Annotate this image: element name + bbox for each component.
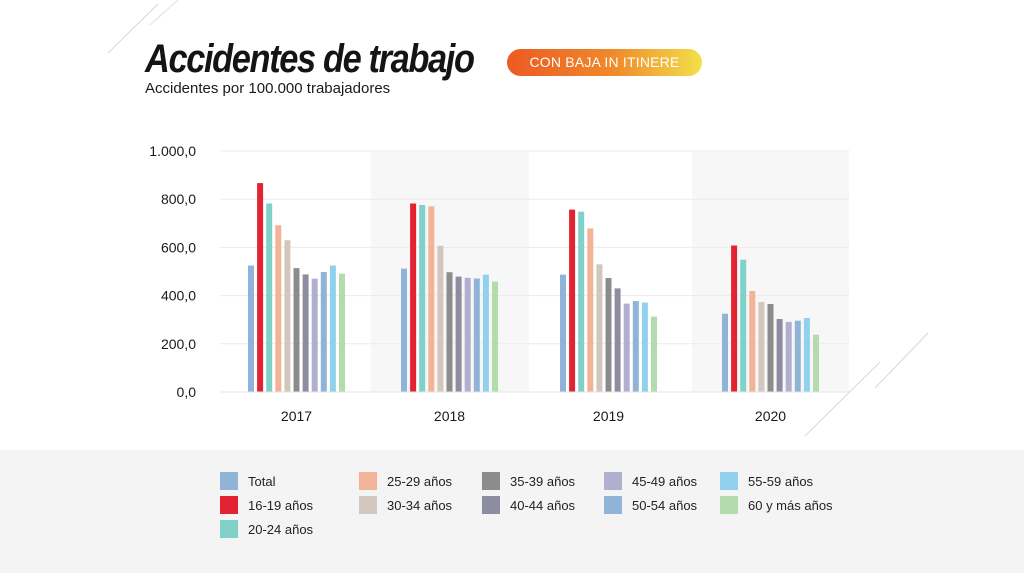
legend-label: Total <box>248 473 276 489</box>
bar <box>401 268 407 392</box>
legend-item: 30-34 años <box>359 496 452 514</box>
bar <box>569 209 576 392</box>
y-tick-label: 0,0 <box>177 384 197 400</box>
legend-swatch <box>220 472 238 490</box>
bar <box>275 225 282 392</box>
bar <box>740 259 747 392</box>
legend-label: 20-24 años <box>248 521 314 537</box>
x-tick-label: 2017 <box>281 408 312 424</box>
bar <box>794 320 801 392</box>
bar <box>320 272 327 392</box>
bar <box>803 318 810 392</box>
bar <box>623 303 630 392</box>
bar <box>731 245 738 392</box>
status-badge: CON BAJA IN ITINERE <box>507 49 702 76</box>
legend-label: 25-29 años <box>387 473 453 489</box>
bar <box>767 304 774 392</box>
legend-label: 60 y más años <box>748 497 833 513</box>
bar <box>419 205 426 392</box>
legend-item: Total <box>220 472 275 490</box>
bar <box>293 268 300 392</box>
y-tick-label: 200,0 <box>161 336 196 352</box>
legend-swatch <box>720 496 738 514</box>
bar <box>632 301 639 392</box>
bar <box>446 272 453 392</box>
legend-swatch <box>482 472 500 490</box>
bar <box>587 228 594 392</box>
legend-item: 25-29 años <box>359 472 452 490</box>
bar <box>437 245 444 392</box>
bar <box>605 278 612 392</box>
bar <box>813 334 819 392</box>
bar <box>722 313 728 392</box>
x-tick-label: 2020 <box>755 408 786 424</box>
page-subtitle: Accidentes por 100.000 trabajadores <box>145 80 391 97</box>
bar <box>284 240 291 392</box>
bar <box>257 183 264 392</box>
bar <box>651 316 657 392</box>
legend-swatch <box>604 496 622 514</box>
legend-item: 40-44 años <box>482 496 575 514</box>
y-tick-label: 600,0 <box>161 239 196 255</box>
bar <box>776 319 783 392</box>
legend-item: 55-59 años <box>720 472 813 490</box>
legend-item: 60 y más años <box>720 496 833 514</box>
y-tick-label: 1.000,0 <box>149 143 196 159</box>
bar <box>641 302 648 392</box>
legend-label: 40-44 años <box>510 497 576 513</box>
legend-swatch <box>720 472 738 490</box>
legend-swatch <box>359 496 377 514</box>
bar <box>482 274 489 392</box>
y-tick-label: 800,0 <box>161 191 196 207</box>
legend-swatch <box>604 472 622 490</box>
bar <box>248 265 254 392</box>
bar <box>266 203 273 392</box>
bar <box>614 288 621 392</box>
bar <box>596 264 603 392</box>
legend-item: 20-24 años <box>220 520 313 538</box>
legend-item: 35-39 años <box>482 472 575 490</box>
legend-label: 16-19 años <box>248 497 314 513</box>
bar <box>785 321 792 392</box>
bar <box>329 265 336 392</box>
legend-swatch <box>220 496 238 514</box>
legend-label: 55-59 años <box>748 473 814 489</box>
bar <box>578 211 585 392</box>
bar <box>464 277 471 392</box>
bar <box>455 276 462 392</box>
legend-item: 50-54 años <box>604 496 697 514</box>
legend-label: 30-34 años <box>387 497 453 513</box>
legend-label: 35-39 años <box>510 473 576 489</box>
bar <box>473 278 480 392</box>
bar <box>560 274 566 392</box>
bar <box>339 273 345 392</box>
y-tick-label: 400,0 <box>161 288 196 304</box>
x-tick-label: 2018 <box>434 408 465 424</box>
legend-swatch <box>220 520 238 538</box>
legend-label: 45-49 años <box>632 473 698 489</box>
bar <box>302 274 309 392</box>
bar <box>410 203 417 392</box>
bar <box>311 278 318 392</box>
chart-legend: Total 16-19 años 20-24 años 25-29 años 30-34… <box>0 450 1024 573</box>
bar-chart: 0,0 200,0 400,0 600,0 800,0 1.000,0 2017 2018 20… <box>149 143 849 424</box>
legend-swatch <box>359 472 377 490</box>
legend-swatch <box>482 496 500 514</box>
bar <box>749 291 756 392</box>
bar <box>758 302 765 392</box>
legend-label: 50-54 años <box>632 497 698 513</box>
page-title: Accidentes de trabajo <box>145 37 475 81</box>
x-tick-label: 2019 <box>593 408 624 424</box>
bar <box>428 206 435 392</box>
bar <box>492 281 498 392</box>
legend-item: 45-49 años <box>604 472 697 490</box>
legend-item: 16-19 años <box>220 496 313 514</box>
